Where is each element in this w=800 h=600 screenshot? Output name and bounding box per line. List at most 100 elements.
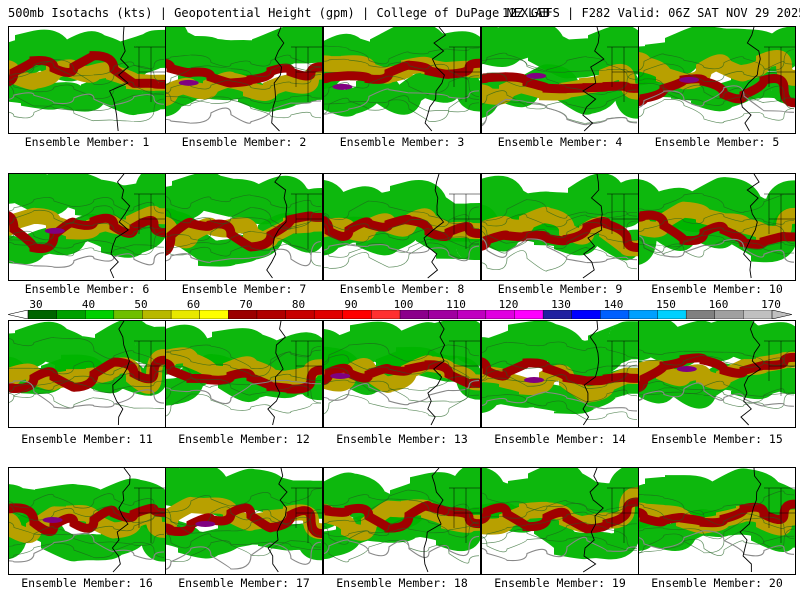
isotach-line <box>9 370 165 393</box>
colorbar-tick: 150 <box>656 298 676 311</box>
coastline <box>266 174 288 279</box>
panel-caption: Ensemble Member: 3 <box>339 135 465 149</box>
isotach-line <box>9 504 165 523</box>
wind-band <box>639 468 795 529</box>
isotach-line <box>9 197 165 214</box>
ensemble-panel-12 <box>165 320 323 428</box>
colorbar-segment <box>27 310 58 319</box>
wind-band <box>482 206 638 257</box>
isotach-line <box>9 360 165 376</box>
coastline <box>582 468 604 573</box>
product-title: 500mb Isotachs (kts) | Geopotential Heig… <box>8 6 550 20</box>
panel-caption: Ensemble Member: 7 <box>181 282 307 296</box>
wind-band <box>166 27 322 79</box>
isotach-line <box>482 247 638 272</box>
ensemble-panel-13 <box>323 320 481 428</box>
jet-core <box>166 358 322 394</box>
ensemble-panel-8 <box>323 173 481 281</box>
isotach-line <box>324 498 480 525</box>
jet-maximum <box>679 76 700 83</box>
jet-core <box>324 360 480 389</box>
isotach-map <box>9 174 165 279</box>
height-contour <box>482 391 638 412</box>
political-borders <box>134 193 165 249</box>
coastline <box>267 321 286 426</box>
coastline <box>582 321 600 426</box>
political-borders <box>291 487 322 543</box>
height-contour <box>9 252 165 268</box>
height-contour <box>324 535 480 558</box>
panel-caption: Ensemble Member: 9 <box>497 282 623 296</box>
isotach-map <box>482 27 638 132</box>
ensemble-panel-1 <box>8 26 166 134</box>
isotach-line <box>9 59 165 85</box>
colorbar-segment <box>56 310 86 319</box>
isotach-map <box>324 468 480 573</box>
ensemble-panel-20 <box>638 467 796 575</box>
panel-caption: Ensemble Member: 11 <box>21 432 153 446</box>
colorbar-segment <box>342 310 372 319</box>
ensemble-panel-15 <box>638 320 796 428</box>
political-borders <box>764 487 795 543</box>
isotach-line <box>9 392 165 409</box>
ensemble-panel-17 <box>165 467 323 575</box>
isotach-line <box>166 488 322 513</box>
isotach-line <box>324 75 480 97</box>
wind-band <box>9 174 165 224</box>
political-borders <box>764 340 795 396</box>
colorbar-segment <box>399 310 430 319</box>
isotach-line <box>166 207 322 230</box>
jet-maximum <box>178 79 199 86</box>
political-borders <box>607 193 638 249</box>
coastline <box>743 174 760 279</box>
political-borders <box>291 46 322 102</box>
isotach-line <box>482 522 638 550</box>
isotach-line <box>482 58 638 73</box>
height-contour <box>639 382 795 407</box>
isotach-line <box>639 99 795 124</box>
wind-band <box>9 29 165 85</box>
wind-band <box>9 505 165 544</box>
jet-core <box>482 357 638 386</box>
panel-caption: Ensemble Member: 20 <box>651 576 783 590</box>
isotach-line <box>482 394 638 421</box>
isotach-line <box>324 343 480 363</box>
political-borders <box>764 46 795 102</box>
isotach-line <box>324 45 480 65</box>
isotach-line <box>9 231 165 256</box>
wind-band <box>9 205 165 240</box>
isotach-line <box>166 243 322 267</box>
colorbar-segment <box>685 310 716 319</box>
isotach-line <box>482 498 638 519</box>
panel-caption: Ensemble Member: 14 <box>494 432 626 446</box>
jet-maximum <box>195 521 216 528</box>
isotach-map <box>324 27 480 132</box>
ensemble-panel-9 <box>481 173 639 281</box>
colorbar-segment <box>228 310 258 319</box>
isotach-line <box>324 200 480 224</box>
ensemble-panel-6 <box>8 173 166 281</box>
colorbar-tick: 160 <box>708 298 729 311</box>
ensemble-panel-19 <box>481 467 639 575</box>
jet-maximum <box>44 227 65 234</box>
height-contour <box>166 541 322 570</box>
isotach-line <box>482 89 638 110</box>
jet-core <box>9 503 165 536</box>
jet-core <box>9 211 165 254</box>
isotach-line <box>166 532 322 551</box>
isotach-line <box>324 525 480 545</box>
isotach-line <box>324 214 480 232</box>
coastline <box>582 27 605 132</box>
isotach-line <box>324 240 480 269</box>
panel-caption: Ensemble Member: 18 <box>336 576 468 590</box>
political-borders <box>764 193 795 249</box>
coastline <box>739 468 762 573</box>
isotach-line <box>166 349 322 377</box>
isotach-line <box>482 377 638 403</box>
jet-core <box>166 59 322 88</box>
height-contour <box>639 235 795 263</box>
isotach-line <box>639 528 795 554</box>
political-borders <box>134 340 165 396</box>
wind-band <box>166 468 322 519</box>
colorbar-tick: 30 <box>29 298 43 311</box>
